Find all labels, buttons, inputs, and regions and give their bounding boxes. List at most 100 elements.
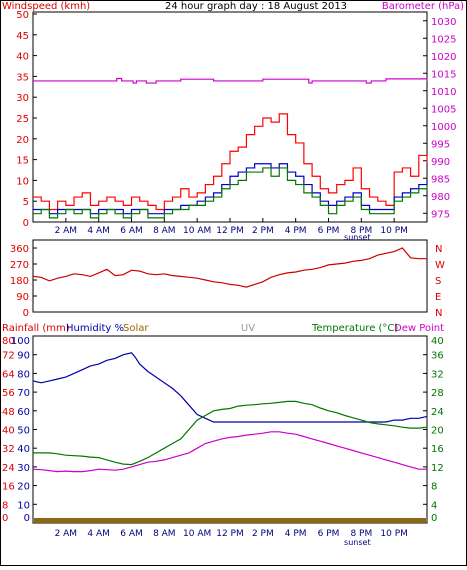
solar-tick-label: 30 <box>14 337 26 347</box>
humidity-tick-label: 70 <box>17 388 30 399</box>
rain-tick-label: 80 <box>2 336 15 347</box>
rain-tick-label: 40 <box>2 426 15 437</box>
barometer-tick-label: 1010 <box>431 87 456 98</box>
barometer-axis-title: Barometer (hPa) <box>382 1 464 12</box>
wind-tick-label: 25 <box>16 114 29 125</box>
time-tick-label: 6 AM <box>120 226 143 236</box>
series-humidity <box>32 352 428 423</box>
humidity-tick-label: 60 <box>17 407 30 418</box>
rain-tick-label: 64 <box>2 369 15 380</box>
temperature-tick-label: 24 <box>431 407 444 418</box>
barometer-tick-label: 985 <box>431 174 450 185</box>
series-wind-speed <box>33 167 428 219</box>
wind-tick-label: 30 <box>16 93 29 104</box>
temperature-axis-title: Temperature (°C) <box>311 323 398 334</box>
barometer-tick-label: 1005 <box>431 104 456 115</box>
humidity-tick-label: 10 <box>17 500 30 511</box>
humidity-tick-label: 90 <box>17 351 30 362</box>
rain-tick-label: 0 <box>2 513 8 524</box>
solar-axis-title: Solar <box>123 323 149 334</box>
temperature-tick-label: 40 <box>431 336 444 347</box>
series-temperature <box>33 400 428 466</box>
time-tick-label: 8 PM <box>350 226 372 236</box>
humidity-tick-label: 50 <box>17 426 30 437</box>
time-tick-label: 10 PM <box>380 529 408 539</box>
temperature-tick-label: 12 <box>431 463 444 474</box>
time-tick-label: 10 PM <box>380 226 408 236</box>
temperature-tick-label: 4 <box>431 500 437 511</box>
temperature-tick-label: 28 <box>431 388 444 399</box>
time-tick-label: 4 PM <box>285 226 307 236</box>
time-tick-label: 2 PM <box>252 226 274 236</box>
wind-tick-label: 50 <box>16 10 29 21</box>
chart-title: 24 hour graph day : 18 August 2013 <box>165 1 347 12</box>
solar-tick-label: 15 <box>14 427 25 437</box>
barometer-tick-label: 1000 <box>431 122 456 133</box>
solar-tick-label: 18 <box>14 408 26 418</box>
solar-tick-label: 3 <box>14 501 20 511</box>
solar-tick-label: 6 <box>14 483 20 493</box>
humidity-axis-title: Humidity % <box>66 323 124 334</box>
humidity-tick-label: 20 <box>17 482 30 493</box>
time-tick-label: 8 PM <box>350 529 372 539</box>
time-tick-label: 6 PM <box>318 529 340 539</box>
temperature-tick-label: 36 <box>431 351 444 362</box>
humidity-tick-label: 30 <box>17 463 30 474</box>
humidity-tick-label: 40 <box>17 444 30 455</box>
barometer-tick-label: 980 <box>431 192 450 203</box>
temp-plot-frame <box>32 335 428 524</box>
time-tick-label: 8 AM <box>153 529 176 539</box>
direction-tick-label: 90 <box>16 292 29 303</box>
direction-tick-label: 180 <box>10 276 29 287</box>
direction-plot-frame <box>32 239 428 313</box>
time-tick-label: 4 AM <box>87 529 110 539</box>
barometer-tick-label: 1025 <box>431 34 456 45</box>
time-tick-label: 10 AM <box>183 226 211 236</box>
time-tick-label: 2 PM <box>252 529 274 539</box>
rain-tick-label: 32 <box>2 444 15 455</box>
barometer-tick-label: 1020 <box>431 52 456 63</box>
compass-label: S <box>435 276 441 287</box>
compass-label: E <box>435 292 441 303</box>
wind-tick-label: 5 <box>23 197 29 208</box>
humidity-tick-label: 80 <box>17 369 30 380</box>
rain-tick-label: 56 <box>2 388 15 399</box>
humidity-tick-label: 100 <box>11 336 30 347</box>
solar-tick-label: 12 <box>14 445 25 455</box>
time-tick-label: 4 PM <box>285 529 307 539</box>
sunset-label: sunset <box>344 538 371 547</box>
rain-tick-label: 24 <box>2 463 15 474</box>
barometer-tick-label: 1030 <box>431 17 456 28</box>
solar-tick-label: 9 <box>14 464 20 474</box>
humidity-tick-label: 0 <box>24 513 30 524</box>
time-tick-label: 2 AM <box>55 226 78 236</box>
direction-tick-label: 270 <box>10 260 29 271</box>
time-tick-label: 8 AM <box>153 226 176 236</box>
solar-tick-label: 27 <box>14 352 25 362</box>
wind-plot-frame <box>32 11 428 223</box>
solar-tick-label: 21 <box>14 389 25 399</box>
barometer-tick-label: 1015 <box>431 69 456 80</box>
dew-axis-title: Dew Point <box>394 323 444 334</box>
temperature-tick-label: 16 <box>431 444 444 455</box>
wind-tick-label: 10 <box>16 176 29 187</box>
time-tick-label: 12 PM <box>216 529 244 539</box>
compass-label: W <box>435 260 445 271</box>
wind-tick-label: 35 <box>16 72 29 83</box>
wind-tick-label: 20 <box>16 135 29 146</box>
solar-tick-label: 24 <box>14 370 26 380</box>
temperature-tick-label: 32 <box>431 369 444 380</box>
series-barometer <box>33 77 428 84</box>
wind-tick-label: 45 <box>16 31 29 42</box>
wind-tick-label: 40 <box>16 52 29 63</box>
temperature-tick-label: 8 <box>431 482 437 493</box>
temperature-tick-label: 20 <box>431 426 444 437</box>
sunset-label: sunset <box>344 233 371 242</box>
time-tick-label: 10 AM <box>183 529 211 539</box>
series-wind-direction <box>32 247 427 288</box>
time-tick-label: 6 AM <box>120 529 143 539</box>
rain-tick-label: 16 <box>2 482 15 493</box>
barometer-tick-label: 975 <box>431 209 450 220</box>
